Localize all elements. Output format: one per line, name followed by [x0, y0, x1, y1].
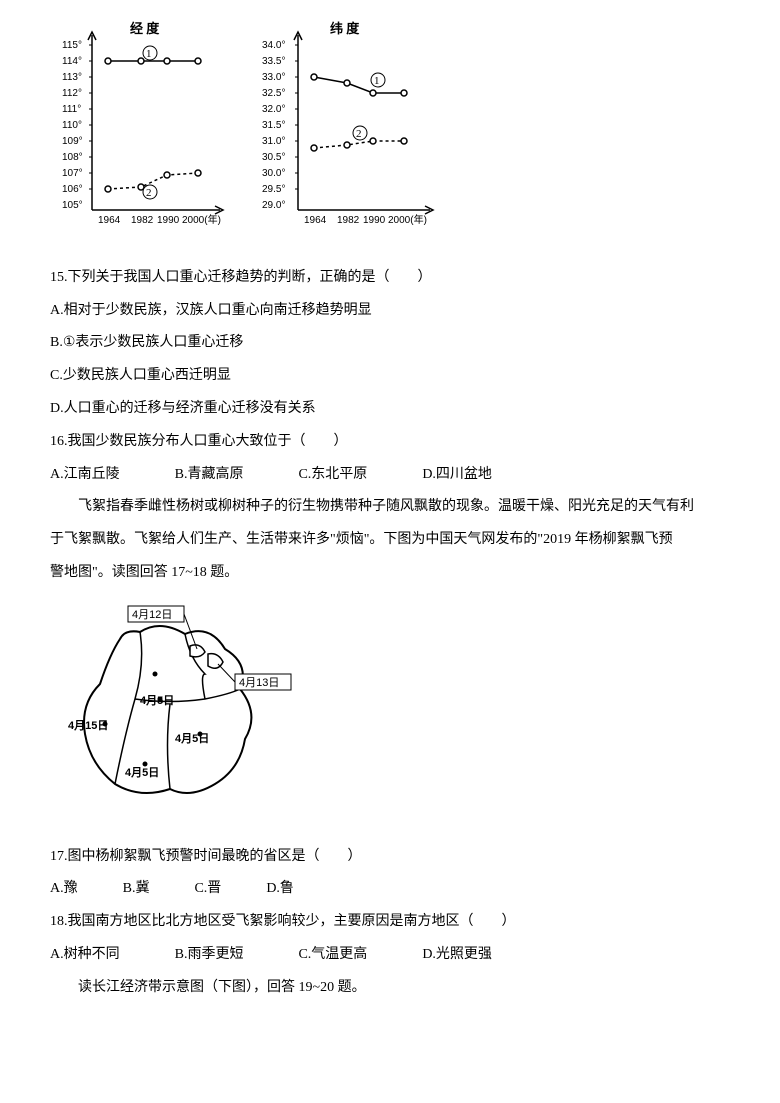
svg-text:29.5°: 29.5° [262, 184, 285, 195]
svg-text:108°: 108° [62, 152, 83, 163]
q17-optD: D.鲁 [266, 874, 294, 905]
svg-text:32.0°: 32.0° [262, 104, 285, 115]
svg-text:31.5°: 31.5° [262, 120, 285, 131]
svg-text:1964: 1964 [304, 215, 327, 226]
q18-stem: 18.我国南方地区比北方地区受飞絮影响较少，主要原因是南方地区（ ） [50, 907, 730, 938]
q18-optD: D.光照更强 [422, 940, 492, 971]
chart2-title: 纬 度 [330, 15, 359, 44]
svg-text:109°: 109° [62, 136, 83, 147]
q18-options: A.树种不同 B.雨季更短 C.气温更高 D.光照更强 [50, 940, 730, 971]
svg-text:4月5日: 4月5日 [175, 732, 209, 745]
q15-optC: C.少数民族人口重心西迁明显 [50, 361, 730, 392]
chart1-svg: 115° 114° 113° 112° 111° 110° 109° 108° … [50, 20, 230, 235]
q16-stem: 16.我国少数民族分布人口重心大致位于（ ） [50, 427, 730, 458]
svg-text:105°: 105° [62, 200, 83, 211]
svg-text:1: 1 [374, 75, 380, 87]
svg-text:33.0°: 33.0° [262, 72, 285, 83]
passage17-p1: 飞絮指春季雌性杨树或柳树种子的衍生物携带种子随风飘散的现象。温暖干燥、阳光充足的… [50, 492, 730, 523]
q16-options: A.江南丘陵 B.青藏高原 C.东北平原 D.四川盆地 [50, 460, 730, 491]
svg-text:33.5°: 33.5° [262, 56, 285, 67]
q18-optA: A.树种不同 [50, 940, 120, 971]
q18-optB: B.雨季更短 [175, 940, 244, 971]
q16-optA: A.江南丘陵 [50, 460, 120, 491]
svg-text:1964: 1964 [98, 215, 121, 226]
chart-figure-row: 经 度 115° 114° 113° 112° 111° 110° 109° 1… [50, 20, 730, 248]
svg-text:30.5°: 30.5° [262, 152, 285, 163]
q17-stem: 17.图中杨柳絮飘飞预警时间最晚的省区是（ ） [50, 842, 730, 873]
svg-text:30.0°: 30.0° [262, 168, 285, 179]
chart2-svg: 34.0° 33.5° 33.0° 32.5° 32.0° 31.5° 31.0… [250, 20, 440, 235]
svg-text:1982: 1982 [337, 215, 360, 226]
svg-text:4月13日: 4月13日 [239, 677, 279, 689]
svg-text:31.0°: 31.0° [262, 136, 285, 147]
svg-text:2000(年): 2000(年) [182, 213, 221, 226]
q17-optC: C.晋 [194, 874, 221, 905]
q17-optB: B.冀 [123, 874, 150, 905]
svg-text:112°: 112° [62, 88, 82, 99]
svg-text:32.5°: 32.5° [262, 88, 285, 99]
q16-optD: D.四川盆地 [422, 460, 492, 491]
svg-text:2: 2 [356, 128, 362, 140]
svg-text:1990: 1990 [363, 215, 386, 226]
svg-text:34.0°: 34.0° [262, 40, 285, 51]
latitude-chart: 纬 度 34.0° 33.5° 33.0° 32.5° 32.0° 31.5° … [250, 20, 440, 248]
svg-text:1: 1 [146, 48, 152, 60]
svg-text:2000(年): 2000(年) [388, 213, 427, 226]
longitude-chart: 经 度 115° 114° 113° 112° 111° 110° 109° 1… [50, 20, 230, 248]
svg-text:111°: 111° [62, 104, 81, 115]
passage17-p3: 警地图"。读图回答 17~18 题。 [50, 558, 730, 589]
svg-text:107°: 107° [62, 168, 83, 179]
svg-text:4月12日: 4月12日 [132, 609, 172, 621]
svg-text:115°: 115° [62, 40, 82, 51]
svg-text:4月5日: 4月5日 [125, 766, 159, 779]
svg-text:1982: 1982 [131, 215, 154, 226]
svg-text:4月5日: 4月5日 [140, 694, 174, 707]
svg-text:2: 2 [146, 187, 152, 199]
q15-optD: D.人口重心的迁移与经济重心迁移没有关系 [50, 394, 730, 425]
passage19-p1: 读长江经济带示意图（下图），回答 19~20 题。 [50, 973, 730, 1004]
svg-text:4月15日: 4月15日 [68, 719, 108, 732]
warning-map: 4月12日 4月13日 4月5日 4月5日 4月5日 4月15日 [60, 604, 730, 827]
chart1-title: 经 度 [130, 15, 159, 44]
q15-optB: B.①表示少数民族人口重心迁移 [50, 328, 730, 359]
svg-text:106°: 106° [62, 184, 83, 195]
q16-optC: C.东北平原 [298, 460, 367, 491]
q17-options: A.豫 B.冀 C.晋 D.鲁 [50, 874, 730, 905]
svg-text:1990: 1990 [157, 215, 180, 226]
q15-stem: 15.下列关于我国人口重心迁移趋势的判断，正确的是（ ） [50, 263, 730, 294]
q17-optA: A.豫 [50, 874, 78, 905]
map-svg: 4月12日 4月13日 4月5日 4月5日 4月5日 4月15日 [60, 604, 320, 814]
passage17-p2: 于飞絮飘散。飞絮给人们生产、生活带来许多"烦恼"。下图为中国天气网发布的"201… [50, 525, 730, 556]
svg-text:113°: 113° [62, 72, 82, 83]
svg-text:110°: 110° [62, 120, 82, 131]
q16-optB: B.青藏高原 [175, 460, 244, 491]
svg-text:114°: 114° [62, 56, 82, 67]
q18-optC: C.气温更高 [298, 940, 367, 971]
svg-text:29.0°: 29.0° [262, 200, 285, 211]
q15-optA: A.相对于少数民族，汉族人口重心向南迁移趋势明显 [50, 296, 730, 327]
